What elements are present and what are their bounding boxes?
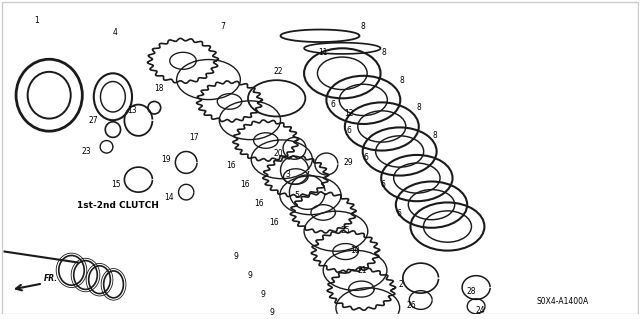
Text: 15: 15 bbox=[111, 180, 121, 189]
Text: 6: 6 bbox=[331, 100, 336, 109]
Text: 3: 3 bbox=[285, 169, 290, 179]
Text: 1st-2nd CLUTCH: 1st-2nd CLUTCH bbox=[77, 201, 159, 210]
Text: 18: 18 bbox=[155, 85, 164, 93]
Text: 28: 28 bbox=[467, 287, 476, 296]
Text: 24: 24 bbox=[475, 306, 484, 315]
Text: 29: 29 bbox=[343, 158, 353, 167]
Text: 25: 25 bbox=[340, 226, 350, 235]
Text: 9: 9 bbox=[260, 290, 265, 299]
Text: 9: 9 bbox=[270, 308, 275, 317]
Text: 27: 27 bbox=[89, 116, 99, 125]
Text: 1: 1 bbox=[34, 16, 39, 25]
Text: 9: 9 bbox=[248, 271, 252, 280]
Text: 9: 9 bbox=[234, 252, 238, 261]
Text: 6: 6 bbox=[397, 209, 401, 218]
Text: 16: 16 bbox=[255, 199, 264, 208]
Text: 6: 6 bbox=[380, 181, 385, 189]
Text: 8: 8 bbox=[417, 103, 421, 112]
Text: 12: 12 bbox=[344, 108, 353, 117]
Text: 4: 4 bbox=[113, 28, 117, 37]
Text: 8: 8 bbox=[433, 131, 437, 140]
Text: 16: 16 bbox=[241, 180, 250, 189]
Text: S0X4-A1400A: S0X4-A1400A bbox=[537, 297, 589, 306]
Text: 14: 14 bbox=[164, 193, 174, 202]
Text: 19: 19 bbox=[161, 155, 171, 164]
Text: 8: 8 bbox=[361, 22, 365, 31]
Text: 22: 22 bbox=[274, 67, 284, 76]
Text: 16: 16 bbox=[269, 218, 279, 227]
Text: 23: 23 bbox=[81, 147, 91, 156]
Text: 11: 11 bbox=[319, 48, 328, 57]
Text: 6: 6 bbox=[364, 153, 368, 162]
Text: 17: 17 bbox=[189, 133, 199, 142]
Text: 13: 13 bbox=[127, 106, 137, 115]
Text: 6: 6 bbox=[347, 126, 352, 135]
Text: 16: 16 bbox=[226, 161, 236, 170]
Text: 8: 8 bbox=[399, 76, 404, 85]
Text: 8: 8 bbox=[381, 48, 386, 57]
Text: 10: 10 bbox=[350, 246, 360, 255]
Text: 21: 21 bbox=[357, 266, 367, 275]
Text: 26: 26 bbox=[407, 301, 417, 310]
Text: 7: 7 bbox=[221, 22, 225, 31]
Text: FR.: FR. bbox=[44, 274, 58, 283]
Text: 20: 20 bbox=[274, 149, 284, 158]
Text: 2: 2 bbox=[399, 280, 403, 289]
Text: 5: 5 bbox=[294, 191, 299, 200]
